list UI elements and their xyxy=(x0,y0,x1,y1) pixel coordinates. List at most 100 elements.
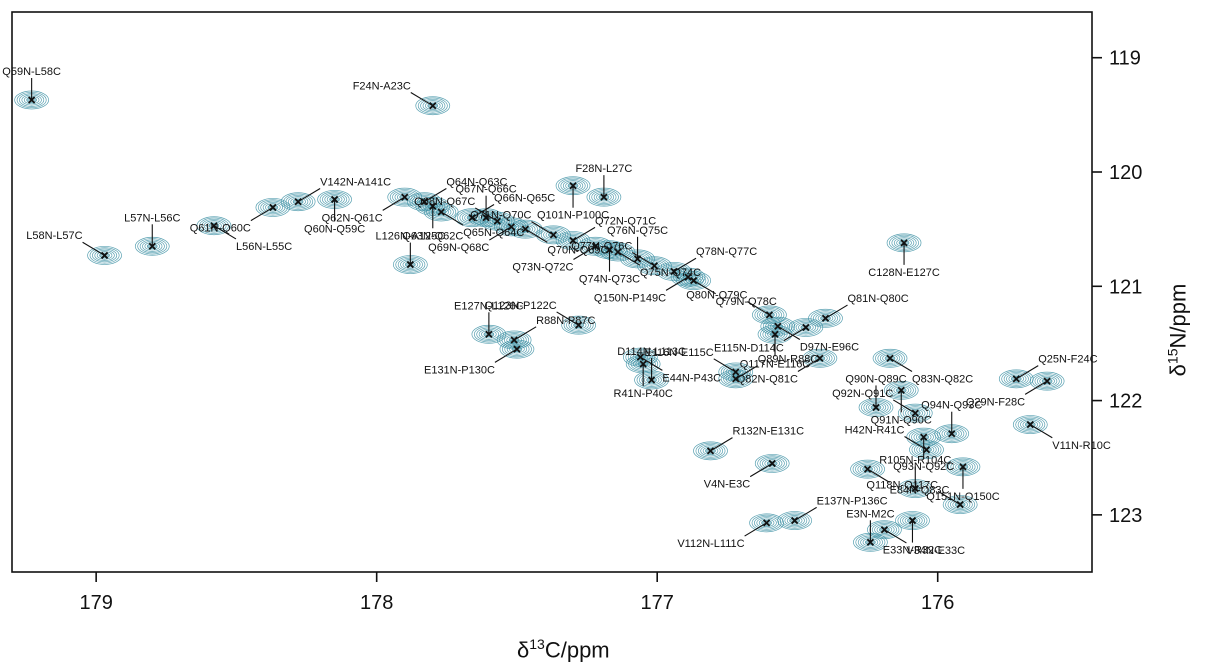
peak-contour xyxy=(203,220,225,232)
peak-marker xyxy=(670,267,678,276)
peak-contour xyxy=(902,406,928,420)
peak-contour xyxy=(1022,420,1039,429)
x-axis-title: δ13C/ppm xyxy=(517,636,610,663)
peak-marker xyxy=(908,516,917,525)
peak-contour xyxy=(942,495,978,514)
peak-marker xyxy=(900,239,908,247)
peak-leader-line xyxy=(749,462,773,478)
peak-marker xyxy=(591,242,600,250)
peak-label: Q70N-Q69C xyxy=(547,244,608,256)
peak-contour xyxy=(812,311,839,326)
peak-contour xyxy=(580,238,611,255)
peak-contour xyxy=(420,98,446,113)
peak-contour xyxy=(1006,373,1027,385)
peak-label: Q72N-Q71C xyxy=(595,215,656,227)
peak-label: E116N-E115C xyxy=(644,347,713,359)
peak-contour xyxy=(770,322,786,331)
peak-contour xyxy=(1039,376,1055,386)
peak-leader-line xyxy=(693,280,716,295)
peak-contour xyxy=(749,513,784,533)
x-axis-title-base: δ xyxy=(517,637,530,663)
peak-label: Q91N-Q90C xyxy=(871,414,932,426)
peak-contour xyxy=(389,189,420,206)
peak-label: Q64N-Q63C xyxy=(446,177,507,189)
peak-leader-line xyxy=(297,188,321,203)
peak-contour xyxy=(900,405,931,422)
peak-contour xyxy=(257,199,288,216)
peak-marker xyxy=(148,242,156,250)
peak-contour xyxy=(857,463,878,475)
peak-contour xyxy=(414,196,435,208)
peak-contour xyxy=(676,271,712,290)
peak-contour xyxy=(464,213,480,222)
x-tick-label: 178 xyxy=(360,592,393,614)
peak-contour xyxy=(790,319,821,336)
peak-marker xyxy=(507,223,515,231)
peak-contour xyxy=(570,320,587,330)
peak-contour xyxy=(850,459,885,479)
peak-contour xyxy=(913,442,940,457)
peak-label: V34N-E33C xyxy=(906,545,965,557)
peak-contour xyxy=(872,348,908,368)
peak-contour xyxy=(262,201,284,213)
peak-label: V11N-R10C xyxy=(1052,440,1111,452)
peak-contour xyxy=(454,208,490,228)
peak-contour xyxy=(479,211,515,231)
peak-label: V4N-E3C xyxy=(704,479,751,491)
y-axis: 119 120 121 122 123 xyxy=(1092,48,1142,527)
peak-marker xyxy=(1043,377,1051,385)
peak-leader-line xyxy=(904,436,927,451)
y-tick-label: 121 xyxy=(1109,276,1142,298)
peak-leader-line xyxy=(937,490,961,506)
peak-label: Q92N-Q91C xyxy=(832,388,893,400)
peak-contour xyxy=(422,100,443,112)
peak-contour xyxy=(646,261,663,270)
peak-contour xyxy=(725,373,746,385)
peak-marker xyxy=(600,193,608,201)
peak-contour xyxy=(1036,375,1058,387)
peak-contour xyxy=(1032,373,1063,390)
peak-label: Q81N-Q80C xyxy=(848,293,909,305)
peak-contour xyxy=(540,228,566,242)
peak-contour xyxy=(565,236,581,245)
peak-marker xyxy=(549,231,558,239)
peak-label: Q82N-Q81C xyxy=(737,373,798,385)
peak-label: V142N-A141C xyxy=(320,177,391,189)
peak-label: Q118N-Q117C xyxy=(866,479,938,491)
peak-contour xyxy=(459,210,485,225)
y-tick-label: 119 xyxy=(1109,48,1141,70)
peak-label: E115N-D114C xyxy=(714,343,784,355)
peak-contour xyxy=(815,312,836,324)
peak-leader-line xyxy=(889,357,913,372)
peak-contour xyxy=(754,306,785,323)
peak-contour xyxy=(812,354,828,363)
peak-contour xyxy=(877,351,903,366)
peak-label: Q74N-Q73C xyxy=(579,274,640,286)
peak-contour xyxy=(506,335,522,345)
peak-label: R132N-E131C xyxy=(732,426,804,438)
peak-contour xyxy=(641,258,667,273)
peak-marker xyxy=(569,182,577,190)
peak-contour xyxy=(764,459,780,468)
peak-leader-line xyxy=(673,257,697,272)
peak-label: Q76N-Q75C xyxy=(607,225,668,237)
peak-contour xyxy=(199,217,229,234)
peak-leader-line xyxy=(710,437,733,452)
peak-label: Q61N-Q60C xyxy=(190,223,251,235)
peak-leader-line xyxy=(665,276,689,291)
peak-leader-line xyxy=(617,251,641,266)
peak-contour xyxy=(810,310,841,327)
peak-leader-line xyxy=(513,326,537,341)
peak-label: R88N-P87C xyxy=(536,315,595,327)
peak-contour xyxy=(758,518,775,528)
peak-contour xyxy=(875,350,905,367)
peak-contour xyxy=(876,525,893,534)
peak-marker xyxy=(690,276,698,285)
y-axis-title-sup: 15 xyxy=(1164,348,1181,365)
peak-contour xyxy=(461,212,483,224)
peak-contour xyxy=(433,207,449,217)
peak-label-layer: Q59N-L58C F24N-A23C V142N-A141C Q61N-Q60C L5… xyxy=(2,66,1111,557)
peak-leader-line xyxy=(735,365,759,380)
peak-label: C128N-E127C xyxy=(868,267,940,279)
